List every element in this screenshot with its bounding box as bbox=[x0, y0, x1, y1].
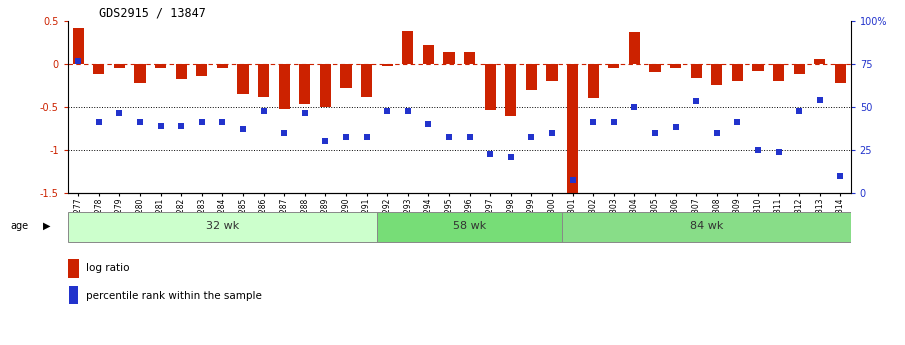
Point bbox=[133, 120, 148, 125]
Bar bbox=[587, 64, 599, 98]
Bar bbox=[216, 64, 228, 68]
Text: 32 wk: 32 wk bbox=[205, 221, 239, 231]
Point bbox=[834, 173, 848, 179]
Bar bbox=[443, 52, 454, 64]
Point bbox=[503, 154, 518, 160]
Bar bbox=[382, 64, 393, 66]
Point bbox=[256, 109, 271, 114]
Point bbox=[792, 109, 806, 114]
Point bbox=[586, 120, 600, 125]
Text: log ratio: log ratio bbox=[86, 264, 129, 273]
Bar bbox=[773, 64, 785, 81]
Bar bbox=[608, 64, 619, 68]
Point bbox=[71, 59, 85, 64]
Point bbox=[483, 152, 498, 157]
Text: 84 wk: 84 wk bbox=[690, 221, 723, 231]
Bar bbox=[752, 64, 764, 71]
Bar bbox=[361, 64, 372, 97]
Point bbox=[235, 126, 250, 131]
Point bbox=[153, 123, 167, 129]
Point bbox=[751, 147, 766, 153]
Bar bbox=[526, 64, 537, 90]
Point bbox=[359, 135, 374, 140]
Bar bbox=[340, 64, 352, 88]
Point bbox=[627, 104, 642, 110]
Point bbox=[277, 130, 291, 136]
Bar bbox=[562, 212, 851, 241]
Point bbox=[730, 120, 745, 125]
Bar bbox=[794, 64, 805, 74]
Bar bbox=[196, 64, 207, 76]
Bar bbox=[711, 64, 722, 86]
Bar bbox=[402, 31, 414, 64]
Point bbox=[195, 120, 209, 125]
Bar bbox=[258, 64, 270, 97]
Bar bbox=[649, 64, 661, 72]
Bar bbox=[134, 64, 146, 83]
Bar bbox=[505, 64, 517, 116]
Point bbox=[545, 130, 559, 136]
Bar bbox=[814, 59, 825, 64]
Bar bbox=[155, 64, 167, 68]
Point bbox=[215, 120, 230, 125]
Point bbox=[112, 110, 127, 116]
Bar bbox=[300, 64, 310, 105]
Bar bbox=[114, 64, 125, 68]
Point bbox=[648, 130, 662, 136]
Point bbox=[380, 109, 395, 114]
Bar bbox=[423, 45, 434, 64]
Point bbox=[524, 135, 538, 140]
Point bbox=[442, 135, 456, 140]
Point bbox=[462, 135, 477, 140]
Text: percentile rank within the sample: percentile rank within the sample bbox=[86, 291, 262, 300]
Text: 58 wk: 58 wk bbox=[453, 221, 486, 231]
Point bbox=[174, 123, 188, 129]
Point bbox=[401, 109, 415, 114]
Bar bbox=[93, 64, 104, 74]
Text: age: age bbox=[11, 221, 29, 231]
Bar bbox=[484, 64, 496, 110]
Bar bbox=[376, 212, 562, 241]
Point bbox=[566, 177, 580, 183]
Point bbox=[710, 130, 724, 136]
Text: GDS2915 / 13847: GDS2915 / 13847 bbox=[100, 7, 206, 20]
Bar bbox=[732, 64, 743, 81]
Point bbox=[319, 139, 333, 144]
Point bbox=[338, 135, 353, 140]
Bar bbox=[68, 212, 376, 241]
Bar bbox=[834, 64, 846, 83]
Point bbox=[813, 97, 827, 103]
Point bbox=[606, 120, 621, 125]
Bar bbox=[279, 64, 290, 109]
Point bbox=[421, 121, 435, 127]
Bar bbox=[547, 64, 557, 81]
Bar bbox=[176, 64, 186, 79]
Point bbox=[91, 120, 106, 125]
Bar bbox=[691, 64, 702, 78]
Point bbox=[771, 149, 786, 155]
Point bbox=[669, 124, 683, 130]
Text: ▶: ▶ bbox=[43, 221, 51, 231]
Bar bbox=[464, 52, 475, 64]
Bar bbox=[72, 28, 84, 64]
Bar bbox=[629, 32, 640, 64]
Bar bbox=[670, 64, 681, 68]
Point bbox=[298, 110, 312, 116]
Bar bbox=[567, 64, 578, 195]
Bar bbox=[319, 64, 331, 107]
Point bbox=[689, 98, 703, 104]
Bar bbox=[237, 64, 249, 94]
